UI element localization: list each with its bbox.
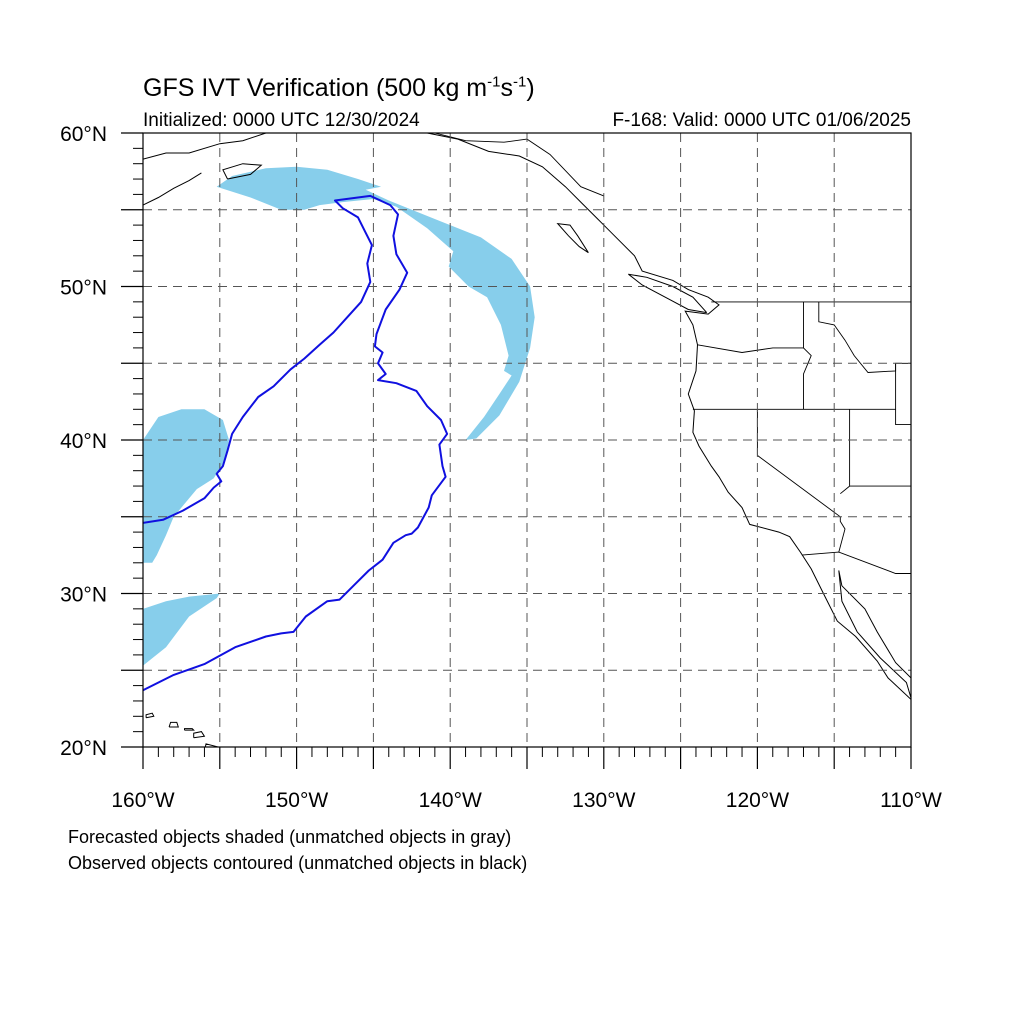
political-borders bbox=[434, 133, 911, 574]
lon-label: 140°W bbox=[419, 789, 482, 812]
alaska-peninsula bbox=[143, 133, 267, 160]
vancouver-island bbox=[628, 273, 708, 314]
lat-label: 30°N bbox=[60, 584, 107, 607]
lon-label: 110°W bbox=[880, 789, 942, 812]
hawaii-maui bbox=[193, 731, 206, 739]
north-america-west-coast bbox=[838, 570, 911, 699]
hawaii-kauai bbox=[145, 712, 155, 719]
utah-nevada-border bbox=[840, 409, 851, 495]
lat-label: 50°N bbox=[60, 277, 107, 300]
forecast-note: Forecasted objects shaded (unmatched obj… bbox=[68, 827, 512, 847]
wyoming-border bbox=[895, 363, 911, 426]
axis-ticks bbox=[121, 132, 912, 769]
idaho-montana-border bbox=[818, 301, 911, 373]
hawaii-oahu bbox=[168, 721, 179, 728]
grid-lines bbox=[143, 133, 911, 747]
us-mexico-border bbox=[801, 551, 911, 574]
hawaii-molokai bbox=[184, 728, 195, 731]
subtropical-object-north bbox=[143, 409, 229, 563]
lat-label: 40°N bbox=[60, 430, 107, 453]
observed-objects bbox=[143, 194, 449, 692]
lon-label: 160°W bbox=[111, 789, 174, 812]
chart-title: GFS IVT Verification (500 kg m-1s-1) bbox=[143, 73, 535, 102]
lon-label: 120°W bbox=[726, 789, 789, 812]
atmospheric-river-contour bbox=[143, 194, 449, 692]
california-nevada-border bbox=[756, 409, 846, 553]
washington-oregon-border bbox=[697, 344, 804, 353]
valid-time: F-168: Valid: 0000 UTC 01/06/2025 bbox=[612, 110, 911, 131]
lat-label: 20°N bbox=[60, 737, 107, 760]
kodiak-island bbox=[222, 163, 263, 180]
lat-label: 60°N bbox=[60, 123, 107, 146]
alaska-peninsula-south bbox=[143, 172, 202, 206]
baja-and-pacific-coast bbox=[427, 133, 911, 700]
observed-note: Observed objects contoured (unmatched ob… bbox=[68, 853, 528, 873]
gulf-of-alaska-object bbox=[216, 166, 535, 441]
alaska-canada-border bbox=[434, 133, 604, 197]
initialized-time: Initialized: 0000 UTC 12/30/2024 bbox=[143, 110, 420, 131]
subtropical-object-south bbox=[143, 593, 220, 666]
axis-labels: 160°W 150°W 140°W 130°W 120°W 110°W 20°N 30°N 40… bbox=[60, 123, 942, 812]
lon-label: 130°W bbox=[572, 789, 635, 812]
coastlines bbox=[143, 133, 911, 747]
lon-label: 150°W bbox=[265, 789, 328, 812]
idaho-west-border bbox=[803, 301, 812, 410]
forecast-objects bbox=[143, 166, 535, 666]
haida-gwaii bbox=[556, 222, 589, 254]
